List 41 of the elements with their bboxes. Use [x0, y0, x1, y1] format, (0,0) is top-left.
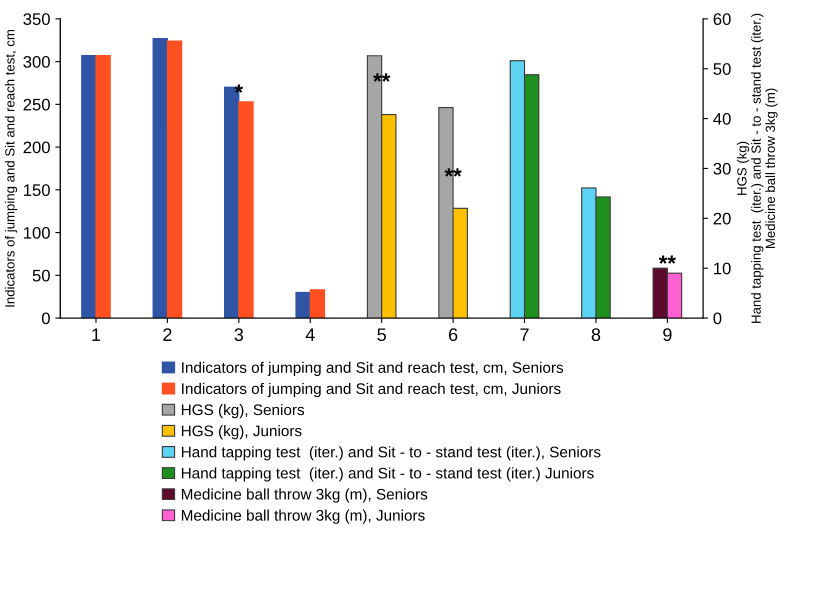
y2-tick-label: 60 — [714, 13, 731, 26]
y-tick-label: 0 — [42, 312, 50, 324]
y-tick-label: 150 — [24, 184, 50, 196]
legend-label: HGS (kg), Juniors — [182, 425, 302, 440]
y2-tick-label: 0 — [713, 312, 722, 324]
y2-tick-label: 30 — [713, 162, 731, 175]
legend-label: Medicine ball throw 3kg (m), Seniors — [182, 488, 428, 503]
y2-tick-label: 40 — [713, 112, 731, 125]
y2-tick-label: 50 — [713, 63, 731, 75]
y-tick-label: 100 — [24, 226, 50, 239]
y2-tick-label: 20 — [714, 212, 731, 225]
x-tick-label: 8 — [592, 328, 600, 342]
bar — [81, 55, 97, 318]
x-tick-label: 1 — [92, 328, 100, 341]
y-tick-label: 350 — [23, 13, 50, 26]
annotation: ** — [658, 256, 676, 264]
legend-label: HGS (kg), Seniors — [182, 404, 304, 418]
bar — [152, 38, 168, 318]
y-tick-label: 50 — [32, 270, 50, 282]
x-tick-label: 3 — [234, 328, 244, 342]
x-tick-label: 9 — [663, 328, 672, 342]
y-axis-title: Indicators of jumping and Sit and reach test, cm — [4, 30, 18, 307]
y-tick-label: 300 — [23, 56, 50, 68]
legend-label: Medicine ball throw 3kg (m), Juniors — [182, 510, 425, 524]
x-tick-label: 6 — [448, 328, 458, 342]
x-tick-label: 5 — [377, 328, 386, 342]
x-tick-label: 4 — [306, 328, 315, 341]
y2-tick-label: 10 — [714, 262, 731, 274]
y-tick-label: 250 — [24, 98, 50, 111]
legend-label: Hand tapping test (iter.) and Sit - to - stand test (iter.), Seniors — [182, 446, 600, 460]
legend-label: Indicators of jumping and Sit and reach test, cm, Juniors — [182, 382, 561, 398]
legend-label: Hand tapping test (iter.) and Sit - to - stand test (iter.) Juniors — [182, 467, 594, 482]
y2-axis-title: HGS (kg) Hand tapping test (iter.) and Sit - to - stand test (iter.) Medicine ball throw 3kg (m) — [736, 14, 778, 323]
x-tick-label: 7 — [520, 328, 529, 341]
y-tick-label: 200 — [24, 141, 50, 154]
bar — [310, 289, 326, 318]
bar — [95, 55, 111, 318]
legend-label: Indicators of jumping and Sit and reach test, cm, Seniors — [182, 362, 564, 376]
bar — [166, 40, 182, 318]
bar — [238, 101, 254, 318]
x-tick-label: 2 — [163, 328, 172, 341]
